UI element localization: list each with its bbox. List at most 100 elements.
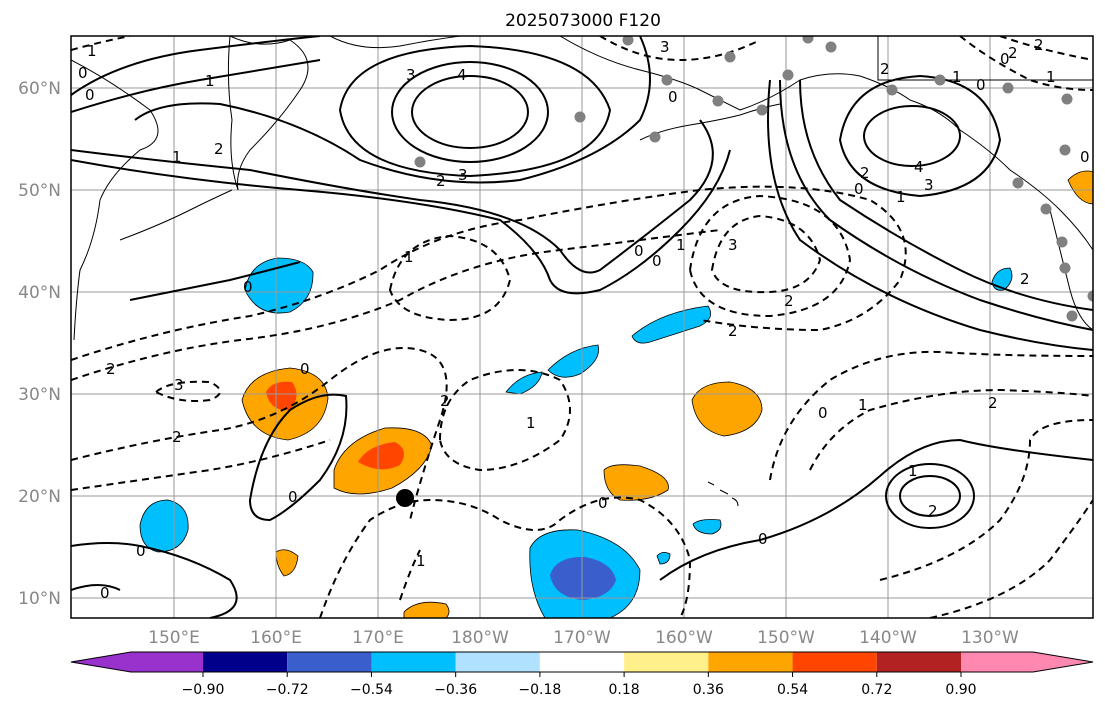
contour-neg-2-center xyxy=(438,369,571,472)
contour-south-0 xyxy=(71,542,238,618)
map-frame xyxy=(70,35,1094,619)
lon-tick-label: 140°W xyxy=(859,628,917,648)
contour-label: 1 xyxy=(526,414,536,432)
colorbar-tick-label: 0.90 xyxy=(945,682,976,698)
station-dot xyxy=(1059,144,1071,156)
positive-shade-bottom xyxy=(403,601,450,618)
contour-label: 2 xyxy=(784,292,794,310)
contour-se-2 xyxy=(885,463,975,529)
colorbar-segment xyxy=(455,652,540,672)
contour-labels: 4 3 2 2 3 1 1 0 0 1 0 0 1 3 2 2 1 4 3 2 … xyxy=(78,36,1090,602)
station-dot xyxy=(782,69,794,81)
contour-label: 0 xyxy=(598,494,608,512)
coast-okhotsk xyxy=(71,59,159,341)
colorbar-segment xyxy=(371,652,456,672)
colorbar-segment xyxy=(539,652,625,672)
lon-tick-label: 170°E xyxy=(352,628,404,648)
contour-label: 0 xyxy=(78,64,88,82)
colorbar-segment xyxy=(71,652,203,672)
storm-center-marker xyxy=(396,489,414,507)
lat-tick-label: 30°N xyxy=(18,385,61,405)
contour-label: 2 xyxy=(728,322,738,340)
contour-label: 0 xyxy=(668,88,678,106)
contour-neg-3-west xyxy=(154,380,221,402)
colorbar-segment xyxy=(624,652,709,672)
lat-ticks: 60°N 50°N 40°N 30°N 20°N 10°N xyxy=(18,79,61,609)
colorbar-tick-label: 0.18 xyxy=(609,682,640,698)
lat-tick-label: 20°N xyxy=(18,487,61,507)
lat-tick-label: 40°N xyxy=(18,283,61,303)
contour-label: 2 xyxy=(880,60,890,78)
station-dot xyxy=(1056,236,1068,248)
contour-high-north-4 xyxy=(391,61,549,163)
contour-label: 3 xyxy=(458,166,468,184)
coast-kamchatka xyxy=(227,36,309,191)
contour-label: 1 xyxy=(908,462,918,480)
contour-label: 0 xyxy=(300,360,310,378)
colorbar: −0.90 −0.72 −0.54 −0.36 −0.18 0.18 0.36 0.54 0.7… xyxy=(70,651,1094,698)
contour-neg-band-4 xyxy=(71,439,331,491)
contour-east-0 xyxy=(767,79,1093,351)
contour-label: 2 xyxy=(1034,36,1044,54)
negative-shade-small3 xyxy=(991,267,1013,291)
contour-label: 4 xyxy=(914,158,924,176)
station-dot xyxy=(1061,93,1073,105)
contour-neg-south2 xyxy=(399,549,421,601)
contour-neg-east-1 xyxy=(769,350,1093,481)
contour-label: 3 xyxy=(660,38,670,56)
contour-label: 0 xyxy=(288,488,298,506)
contour-label: 0 xyxy=(976,76,986,94)
contour-west-0 xyxy=(129,261,301,301)
contour-neg-ne-2 xyxy=(999,36,1093,61)
contour-north-2 xyxy=(134,36,651,184)
contour-neg-3-east xyxy=(710,214,822,294)
lon-ticks: 150°E 160°E 170°E 180°W 170°W 160°W 150°… xyxy=(148,628,1019,648)
colorbar-tick-label: 0.72 xyxy=(861,682,892,698)
contour-neg-east-3 xyxy=(879,419,1093,581)
shaded-field xyxy=(139,170,1093,618)
negative-shade-west xyxy=(244,257,314,314)
contour-high-north-3 xyxy=(338,44,612,178)
contour-label: 1 xyxy=(205,72,215,90)
contour-label: 4 xyxy=(457,66,467,84)
contour-label: 0 xyxy=(758,530,768,548)
contour-label: 1 xyxy=(172,148,182,166)
contour-label: 2 xyxy=(928,502,938,520)
negative-core-central xyxy=(550,556,616,600)
contour-sw-0 xyxy=(248,393,348,522)
contour-se-0 xyxy=(659,438,1093,581)
colorbar-tick-label: −0.90 xyxy=(182,682,225,698)
colorbar-segment xyxy=(708,652,793,672)
contour-label: 2 xyxy=(214,140,224,158)
colorbar-tick-label: −0.54 xyxy=(350,682,393,698)
contour-label: 3 xyxy=(406,66,416,84)
contour-label: 0 xyxy=(100,584,110,602)
contour-neg-band-3 xyxy=(71,347,448,521)
contour-neg-north-2 xyxy=(599,36,761,62)
contour-label: 2 xyxy=(172,428,182,446)
colorbar-tick-label: 0.36 xyxy=(693,682,724,698)
lat-tick-label: 10°N xyxy=(18,589,61,609)
contour-label: 1 xyxy=(896,188,906,206)
contour-label: 0 xyxy=(243,278,253,296)
colorbar-segment xyxy=(203,652,288,672)
station-dot xyxy=(1012,177,1024,189)
colorbar-outline xyxy=(70,651,1094,673)
contour-label: 0 xyxy=(85,86,95,104)
negative-shade-small2 xyxy=(656,552,671,565)
coast-hawaii xyxy=(707,481,739,507)
map-area: 4 3 2 2 3 1 1 0 0 1 0 0 1 3 2 2 1 4 3 2 … xyxy=(71,36,1093,618)
coast-westcoast xyxy=(1049,209,1093,331)
contour-label: 2 xyxy=(988,394,998,412)
station-dot xyxy=(934,74,946,86)
figure-title: 2025073000 F120 xyxy=(505,11,661,31)
contour-east-1 xyxy=(779,79,1093,331)
contour-high-east-4 xyxy=(863,105,961,167)
contour-neg-1-center xyxy=(388,234,512,322)
contour-label: 2 xyxy=(106,360,116,378)
contour-label: 1 xyxy=(404,248,414,266)
contour-label: 2 xyxy=(1008,44,1018,62)
station-dot xyxy=(712,95,724,107)
contour-neg-2-east xyxy=(688,194,852,318)
lon-tick-label: 130°W xyxy=(961,628,1019,648)
